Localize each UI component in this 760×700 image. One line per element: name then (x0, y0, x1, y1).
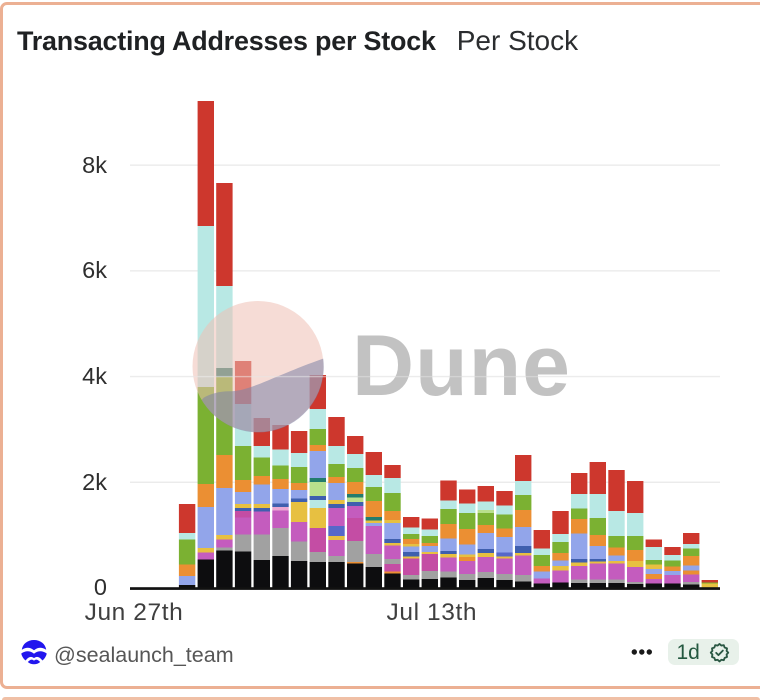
svg-text:Dune: Dune (352, 318, 571, 414)
